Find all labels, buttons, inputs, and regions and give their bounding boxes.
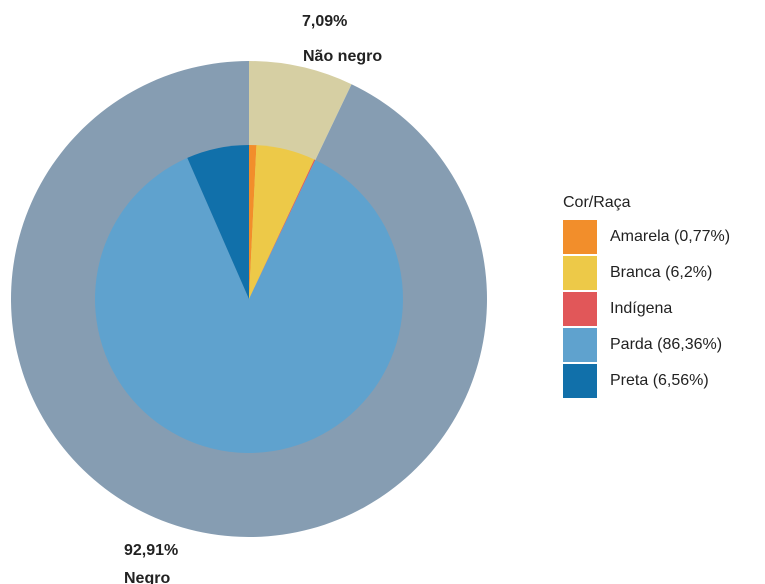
legend-title: Cor/Raça — [563, 194, 631, 211]
inner-slice-amarela — [249, 145, 257, 299]
legend: Cor/Raça Amarela (0,77%) Branca (6,2%) Ind… — [563, 194, 730, 399]
legend-swatch — [563, 220, 597, 254]
legend-swatch — [563, 292, 597, 326]
legend-label: Preta (6,56%) — [610, 372, 709, 389]
legend-label: Amarela (0,77%) — [610, 228, 731, 245]
inner-slice-indigena — [249, 159, 316, 299]
legend-item-preta: Preta (6,56%) — [563, 363, 730, 399]
legend-item-parda: Parda (86,36%) — [563, 327, 730, 363]
legend-swatch — [563, 328, 597, 362]
legend-items: Amarela (0,77%) Branca (6,2%) Indígena Pard… — [563, 219, 730, 399]
legend-item-branca: Branca (6,2%) — [563, 255, 730, 291]
outer-label-negro-name: Negro — [124, 570, 170, 584]
outer-label-nao-negro-pct: 7,09% — [302, 13, 347, 30]
legend-label: Branca (6,2%) — [610, 264, 713, 281]
legend-item-indigena: Indígena — [563, 291, 730, 327]
outer-label-nao-negro-name: Não negro — [303, 48, 382, 65]
legend-swatch — [563, 256, 597, 290]
inner-pie — [95, 145, 403, 453]
legend-swatch — [563, 364, 597, 398]
outer-label-negro-pct: 92,91% — [124, 542, 178, 559]
inner-slice-preta — [187, 145, 249, 299]
legend-label: Parda (86,36%) — [610, 336, 723, 353]
inner-slice-parda — [95, 157, 403, 453]
inner-slice-branca — [249, 145, 315, 299]
legend-label: Indígena — [610, 300, 673, 317]
legend-item-amarela: Amarela (0,77%) — [563, 219, 730, 255]
